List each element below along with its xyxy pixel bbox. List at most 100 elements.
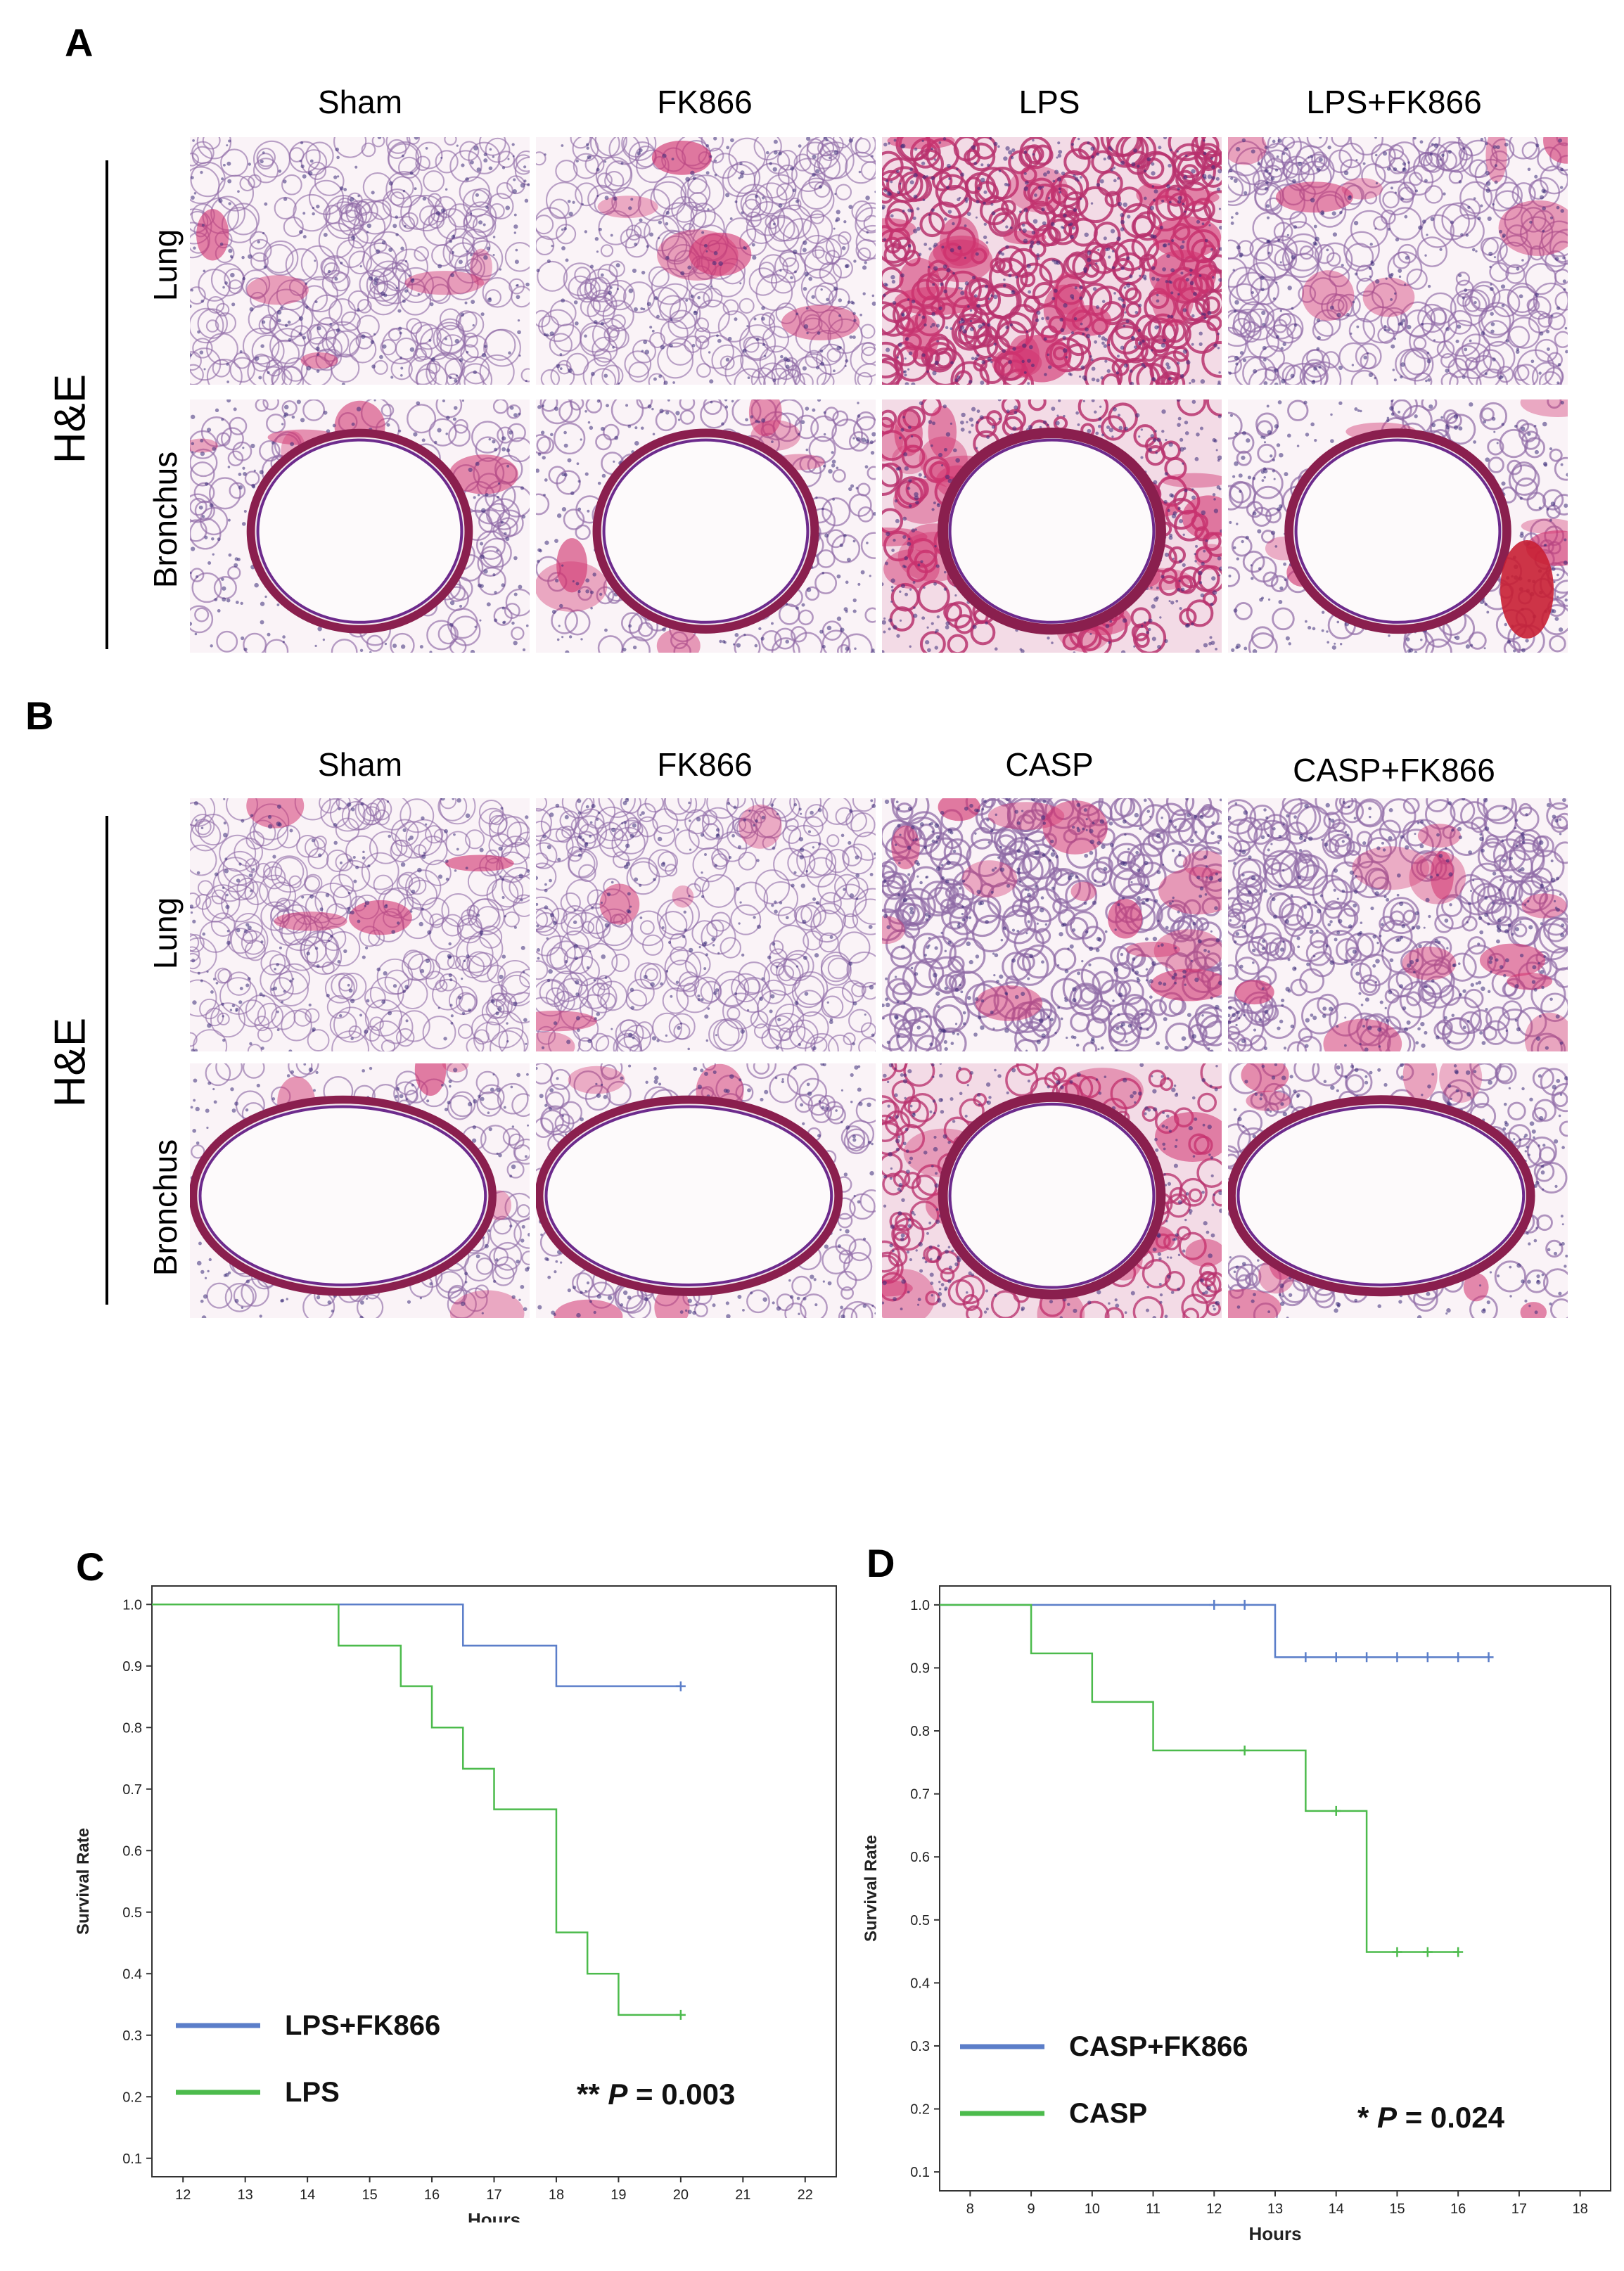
p-symbol: P	[1377, 2101, 1398, 2134]
panel-a-lung-lps-image	[882, 137, 1222, 385]
x-tick-label: 11	[1146, 2201, 1161, 2217]
histology-texture	[1228, 137, 1568, 385]
panel-b-col-label-4: CASP+FK866	[1225, 751, 1563, 789]
y-tick-label: 0.6	[910, 1850, 930, 1865]
censor-mark	[1392, 1947, 1402, 1957]
x-tick-label: 18	[1573, 2201, 1588, 2217]
panel-a-lung-sham-image	[190, 137, 530, 385]
censor-mark	[1392, 1652, 1402, 1662]
panel-a-bronchus-sham-image	[190, 399, 530, 653]
p-value: = 0.024	[1397, 2101, 1505, 2134]
y-tick-label: 0.8	[122, 1720, 142, 1736]
censor-mark	[1484, 1652, 1494, 1662]
censor-mark	[1240, 1600, 1250, 1610]
censor-mark	[1300, 1652, 1310, 1662]
histology-texture	[536, 1063, 876, 1318]
p-value-annotation: * P = 0.024	[1357, 2101, 1505, 2134]
histology-texture	[882, 798, 1222, 1051]
panel-a-bronchus-lps-image	[882, 399, 1222, 653]
panel-a-bronchus-fk866-image	[536, 399, 876, 653]
histology-texture	[1228, 798, 1568, 1051]
censor-mark	[1209, 1600, 1219, 1610]
panel-b-bronchus-casp-image	[882, 1063, 1222, 1318]
x-tick-label: 20	[673, 2187, 689, 2203]
x-tick-label: 15	[1389, 2201, 1405, 2217]
km-curve-lps	[152, 1604, 681, 2015]
y-tick-label: 0.9	[910, 1661, 930, 1676]
x-tick-label: 17	[1511, 2201, 1527, 2217]
panel-b-col-label-2: FK866	[536, 746, 874, 783]
panel-a-row-label-bronchus: Bronchus	[146, 379, 184, 660]
censor-mark	[676, 1682, 686, 1691]
panel-b-row-label-lung: Lung	[146, 793, 184, 1074]
x-tick-label: 15	[362, 2187, 377, 2203]
histology-texture	[536, 399, 876, 653]
p-value: = 0.003	[627, 2078, 735, 2111]
panel-a-letter: A	[65, 20, 93, 65]
km-curve-casp-fk866	[940, 1605, 1489, 1657]
panel-b-bronchus-sham-image	[190, 1063, 530, 1318]
panel-b-col-label-1: Sham	[191, 746, 529, 783]
panel-b-bracket-line	[106, 816, 108, 1305]
histology-texture	[882, 399, 1222, 653]
legend-label: LPS+FK866	[285, 2010, 440, 2041]
panel-b-lung-casp-image	[882, 798, 1222, 1051]
panel-b-lung-fk866-image	[536, 798, 876, 1051]
panel-b-stain-label: H&E	[46, 957, 96, 1168]
x-tick-label: 21	[735, 2187, 750, 2203]
histology-texture	[190, 137, 530, 385]
histology-texture	[190, 798, 530, 1051]
x-tick-label: 9	[1028, 2201, 1035, 2217]
censor-mark	[676, 2010, 686, 2020]
x-tick-label: 22	[798, 2187, 813, 2203]
x-axis-label: Hours	[468, 2209, 520, 2222]
significance-stars: **	[577, 2078, 608, 2111]
panel-a-stain-label: H&E	[46, 314, 96, 525]
x-tick-label: 12	[1206, 2201, 1222, 2217]
y-axis-label: Survival Rate	[74, 1828, 93, 1935]
panel-b-row-label-bronchus: Bronchus	[146, 1067, 184, 1348]
x-tick-label: 17	[486, 2187, 501, 2203]
y-tick-label: 0.5	[122, 1905, 142, 1921]
x-axis-label: Hours	[1248, 2223, 1301, 2244]
histology-texture	[536, 798, 876, 1051]
y-tick-label: 0.5	[910, 1913, 930, 1928]
y-tick-label: 0.7	[122, 1782, 142, 1798]
x-tick-label: 14	[300, 2187, 315, 2203]
y-tick-label: 1.0	[910, 1598, 930, 1613]
km-curve-lps-fk866	[152, 1604, 681, 1686]
panel-a-bracket-line	[106, 160, 108, 649]
histology-texture	[536, 137, 876, 385]
y-tick-label: 0.4	[122, 1966, 142, 1982]
panel-a-lung-lps-fk866-image	[1228, 137, 1568, 385]
y-tick-label: 0.9	[122, 1659, 142, 1675]
x-tick-label: 14	[1329, 2201, 1344, 2217]
censor-mark	[1240, 1746, 1250, 1755]
legend-label: CASP+FK866	[1069, 2031, 1248, 2062]
plot-frame	[940, 1586, 1611, 2191]
x-tick-label: 12	[175, 2187, 191, 2203]
y-tick-label: 0.2	[910, 2102, 930, 2118]
panel-a-bronchus-lps-fk866-image	[1228, 399, 1568, 653]
y-tick-label: 0.6	[122, 1843, 142, 1859]
panel-a-col-label-3: LPS	[881, 83, 1218, 121]
histology-texture	[882, 137, 1222, 385]
panel-b-col-label-3: CASP	[881, 746, 1218, 783]
x-tick-label: 13	[238, 2187, 253, 2203]
panel-a-col-label-1: Sham	[191, 83, 529, 121]
y-tick-label: 1.0	[122, 1597, 142, 1613]
censor-mark	[1453, 1947, 1463, 1957]
panel-a-col-label-4: LPS+FK866	[1225, 83, 1563, 121]
y-tick-label: 0.2	[122, 2090, 142, 2105]
panel-a-col-label-2: FK866	[536, 83, 874, 121]
histology-texture	[1228, 1063, 1568, 1318]
censor-mark	[1423, 1947, 1433, 1957]
x-tick-label: 10	[1085, 2201, 1100, 2217]
panel-b-letter: B	[25, 693, 53, 738]
y-axis-label: Survival Rate	[862, 1835, 881, 1942]
legend-label: CASP	[1069, 2098, 1147, 2129]
censor-mark	[1453, 1652, 1463, 1662]
